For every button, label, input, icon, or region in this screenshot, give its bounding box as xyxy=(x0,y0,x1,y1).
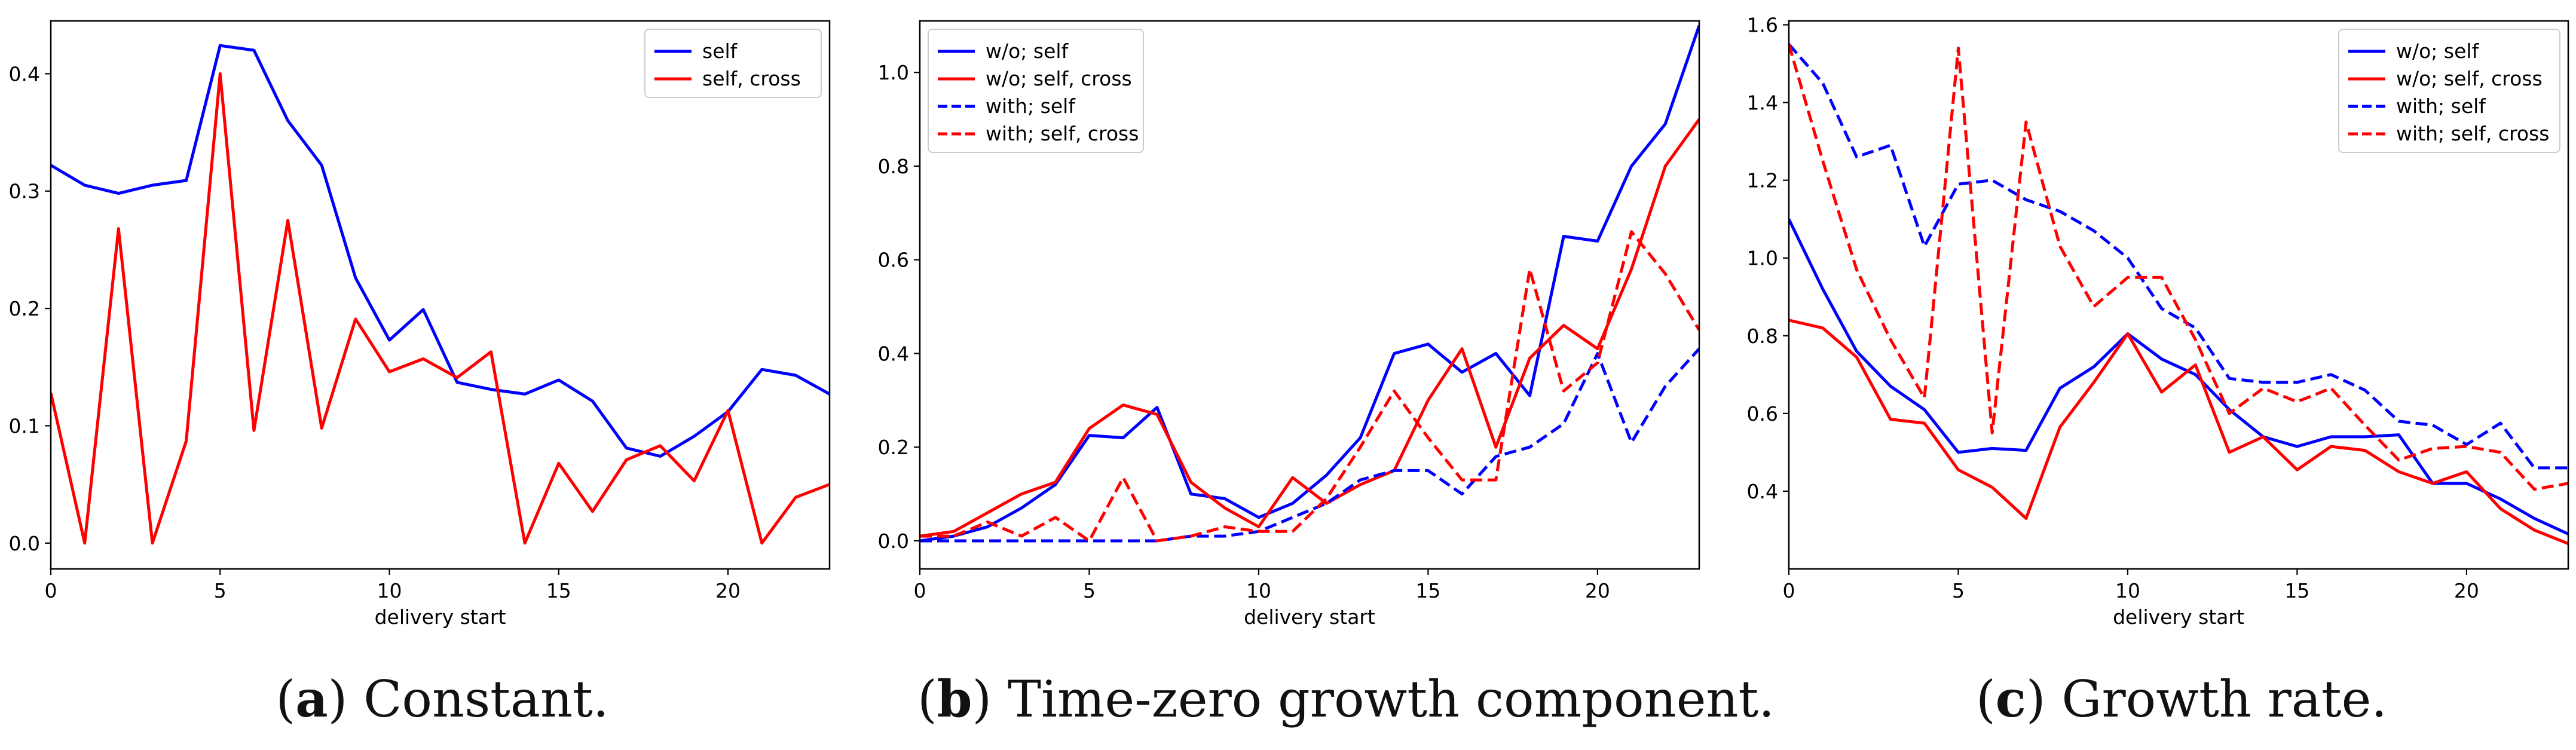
x-tick-label: 20 xyxy=(715,579,741,602)
caption-a: (a) Constant. xyxy=(276,669,609,728)
y-tick-label: 0.8 xyxy=(1747,325,1778,348)
series-line-4 xyxy=(920,230,1699,543)
legend-label: with; self xyxy=(986,94,1076,118)
y-tick-label: 1.0 xyxy=(1747,247,1778,270)
y-tick-label: 1.6 xyxy=(1747,14,1778,37)
chart-a: 0 5 10 15 20 0.0 0.1 0.2 0.3 0.4 delivery start sel… xyxy=(9,20,831,629)
y-tick-label: 0.3 xyxy=(9,180,40,203)
series-line-2 xyxy=(1789,319,2568,546)
y-tick-label: 0.4 xyxy=(1747,480,1778,503)
y-tick-label: 0.8 xyxy=(878,155,909,178)
x-tick-label: 15 xyxy=(2284,579,2309,602)
series-line-4 xyxy=(1789,44,2568,491)
caption-a-label: a xyxy=(295,669,328,728)
x-axis-label: delivery start xyxy=(2113,605,2244,629)
caption-a-text: Constant. xyxy=(347,670,609,728)
legend-label: self xyxy=(702,39,738,63)
legend-label: w/o; self xyxy=(986,39,1069,63)
y-tick-label: 0.6 xyxy=(878,249,909,272)
y-tick-label: 0.4 xyxy=(9,62,40,85)
caption-c-text: Growth rate. xyxy=(2045,670,2388,728)
chart-c: 0 5 10 15 20 0.4 0.6 0.8 1.0 1.2 1.4 1.6 delivery st… xyxy=(1747,14,2569,629)
x-tick-label: 0 xyxy=(45,579,57,602)
caption-b: (b) Time-zero growth component. xyxy=(917,669,1775,728)
plot-frame xyxy=(1788,20,2569,570)
x-tick-label: 15 xyxy=(546,579,571,602)
legend-box xyxy=(2338,29,2560,153)
series-line-2 xyxy=(51,72,830,545)
x-tick-label: 5 xyxy=(214,579,227,602)
x-axis-label: delivery start xyxy=(1244,605,1375,629)
chart-b: 0 5 10 15 20 0.0 0.2 0.4 0.6 0.8 1.0 delivery start… xyxy=(878,20,1700,629)
y-tick-label: 0.1 xyxy=(9,414,40,437)
legend-label: w/o; self, cross xyxy=(986,67,1132,90)
plot-frame xyxy=(919,20,1700,570)
legend-label: with; self xyxy=(2396,94,2486,118)
plot-frame xyxy=(50,20,831,570)
x-tick-label: 5 xyxy=(1952,579,1965,602)
x-tick-label: 20 xyxy=(1585,579,1610,602)
legend-label: w/o; self xyxy=(2396,39,2480,63)
x-tick-label: 15 xyxy=(1415,579,1440,602)
x-tick-label: 10 xyxy=(2115,579,2140,602)
legend: w/o; self w/o; self, cross with; self with;… xyxy=(2338,29,2560,153)
y-tick-label: 1.2 xyxy=(1747,169,1778,192)
legend-label: self, cross xyxy=(702,67,801,90)
x-tick-label: 10 xyxy=(377,579,402,602)
x-tick-label: 0 xyxy=(1783,579,1795,602)
y-tick-label: 1.0 xyxy=(878,61,909,84)
x-tick-label: 5 xyxy=(1083,579,1096,602)
caption-b-label: b xyxy=(937,669,972,728)
legend-label: with; self, cross xyxy=(2396,122,2549,145)
legend-label: with; self, cross xyxy=(986,122,1139,145)
x-tick-label: 0 xyxy=(914,579,926,602)
x-tick-label: 20 xyxy=(2454,579,2479,602)
y-tick-label: 1.4 xyxy=(1747,91,1778,115)
y-tick-label: 0.0 xyxy=(9,532,40,555)
legend-box xyxy=(928,29,1144,153)
series-line-1 xyxy=(51,44,830,458)
series-line-3 xyxy=(920,347,1699,543)
y-tick-label: 0.0 xyxy=(878,529,909,553)
y-tick-label: 0.2 xyxy=(878,436,909,459)
legend: w/o; self w/o; self, cross with; self with;… xyxy=(928,29,1144,153)
caption-c-label: c xyxy=(1995,669,2026,728)
y-tick-label: 0.4 xyxy=(878,342,909,365)
series-line-1 xyxy=(1789,218,2568,535)
x-axis-label: delivery start xyxy=(375,605,506,629)
y-tick-label: 0.2 xyxy=(9,297,40,320)
caption-c: (c) Growth rate. xyxy=(1975,669,2388,728)
x-tick-label: 10 xyxy=(1246,579,1271,602)
legend: self self, cross xyxy=(644,29,822,98)
series-line-3 xyxy=(1789,43,2568,470)
y-tick-label: 0.6 xyxy=(1747,402,1778,425)
caption-b-text: Time-zero growth component. xyxy=(992,670,1775,728)
legend-label: w/o; self, cross xyxy=(2396,67,2543,90)
series-line-2 xyxy=(920,118,1699,538)
